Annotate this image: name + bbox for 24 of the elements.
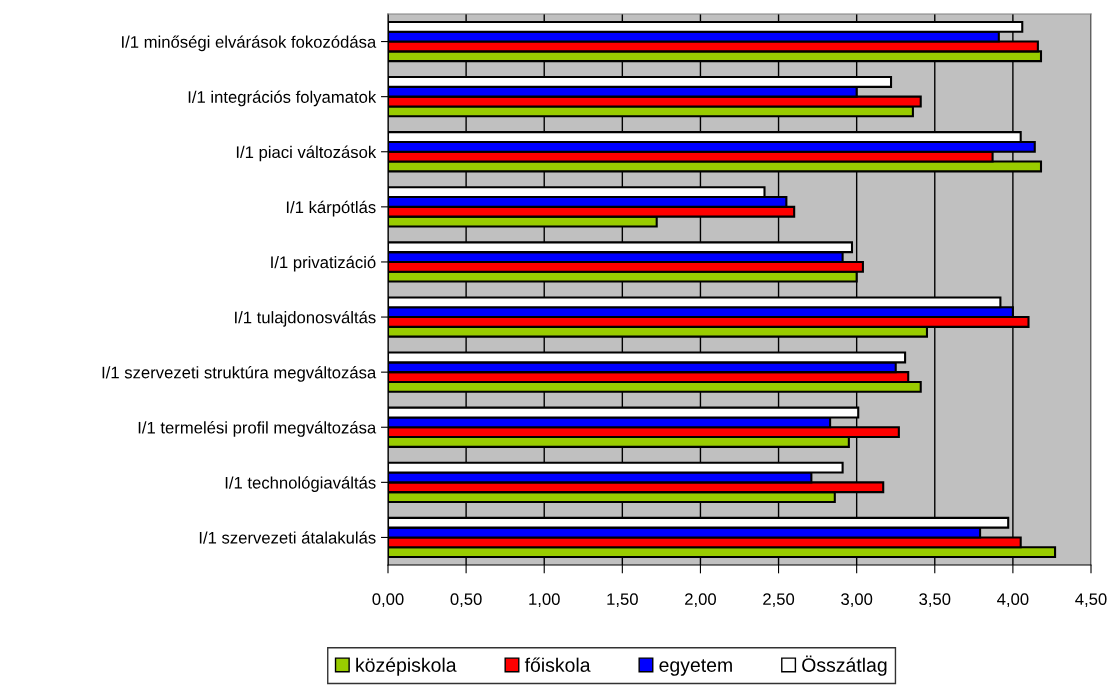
x-tick-label: 3,00 <box>841 593 873 607</box>
x-tick-label: 2,00 <box>685 593 717 607</box>
legend-label: középiskola <box>356 657 457 676</box>
y-tick-label: I/1 privatizáció <box>271 255 376 272</box>
x-tick-label: 1,50 <box>607 593 638 607</box>
y-tick-label: I/1 szervezeti struktúra megváltozása <box>102 366 377 382</box>
x-tick-label: 1,00 <box>529 593 560 607</box>
y-tick-label: I/1 kárpótlás <box>286 200 376 217</box>
x-tick-label: 3,50 <box>919 593 951 607</box>
y-tick-label: I/1 piaci változások <box>236 145 377 162</box>
legend-label: főiskola <box>524 657 591 672</box>
y-tick-label: I/1 integrációs folyamatok <box>188 90 377 107</box>
x-tick-label: 4,00 <box>997 593 1029 607</box>
y-tick-label: I/1 tulajdonosváltás <box>235 310 376 327</box>
y-tick-label: I/1 termelési profil megváltozása <box>138 421 377 437</box>
y-tick-label: I/1 szervezeti átalakulás <box>199 531 376 544</box>
legend-label: Összátlag <box>802 655 887 676</box>
x-tick-label: 4,50 <box>1075 593 1107 607</box>
legend-label: egyetem <box>659 659 732 676</box>
x-tick-label: 0,50 <box>450 593 482 607</box>
y-tick-label: I/1 technológiaváltás <box>225 476 376 492</box>
x-tick-label: 0,00 <box>372 593 404 607</box>
x-tick-label: 2,50 <box>763 593 795 607</box>
y-tick-label: I/1 minőségi elvárások fokozódása <box>122 35 377 52</box>
